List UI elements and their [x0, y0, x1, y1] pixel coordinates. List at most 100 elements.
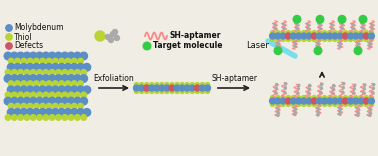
Circle shape	[312, 31, 316, 35]
Circle shape	[144, 89, 149, 93]
Circle shape	[357, 42, 359, 44]
Circle shape	[371, 24, 373, 26]
Circle shape	[34, 81, 39, 86]
Circle shape	[6, 34, 12, 40]
Circle shape	[83, 63, 91, 71]
Circle shape	[359, 15, 367, 23]
Circle shape	[354, 47, 362, 54]
Circle shape	[322, 31, 327, 35]
Circle shape	[154, 85, 160, 91]
Circle shape	[21, 81, 26, 86]
Text: Exfoliation: Exfoliation	[94, 74, 134, 83]
Circle shape	[26, 86, 34, 94]
Circle shape	[65, 103, 71, 109]
Circle shape	[363, 92, 365, 94]
Circle shape	[205, 89, 210, 93]
Circle shape	[40, 58, 45, 64]
Circle shape	[369, 96, 373, 100]
Circle shape	[294, 111, 296, 113]
Circle shape	[55, 75, 62, 82]
Circle shape	[43, 115, 49, 120]
Circle shape	[6, 25, 12, 31]
Circle shape	[363, 87, 365, 90]
Circle shape	[36, 97, 43, 105]
Circle shape	[14, 109, 21, 116]
Circle shape	[333, 102, 337, 106]
Circle shape	[139, 89, 144, 93]
Circle shape	[280, 98, 286, 104]
Circle shape	[34, 103, 39, 109]
Circle shape	[205, 83, 210, 87]
Circle shape	[285, 98, 291, 104]
Circle shape	[70, 63, 78, 71]
Circle shape	[65, 58, 71, 64]
Circle shape	[353, 33, 359, 39]
Circle shape	[23, 97, 31, 105]
Circle shape	[46, 81, 52, 86]
Circle shape	[190, 89, 194, 93]
Circle shape	[311, 98, 317, 104]
Circle shape	[18, 115, 23, 120]
Circle shape	[64, 109, 72, 116]
Circle shape	[134, 89, 139, 93]
Circle shape	[332, 33, 338, 39]
Circle shape	[275, 33, 281, 39]
Circle shape	[155, 83, 159, 87]
Circle shape	[317, 96, 322, 100]
Circle shape	[317, 42, 319, 44]
Circle shape	[296, 96, 301, 100]
Circle shape	[20, 109, 28, 116]
Circle shape	[306, 33, 312, 39]
Circle shape	[108, 37, 113, 42]
Circle shape	[281, 96, 285, 100]
Circle shape	[23, 52, 31, 60]
Circle shape	[317, 31, 322, 35]
Circle shape	[11, 115, 17, 120]
Circle shape	[357, 108, 359, 110]
Circle shape	[341, 27, 343, 29]
Circle shape	[353, 31, 358, 35]
Circle shape	[362, 27, 364, 29]
Circle shape	[296, 33, 302, 39]
Circle shape	[353, 37, 358, 41]
Circle shape	[6, 43, 12, 49]
Circle shape	[80, 97, 87, 105]
Circle shape	[359, 31, 363, 35]
Circle shape	[33, 63, 40, 71]
Text: Molybdenum: Molybdenum	[14, 24, 64, 32]
Circle shape	[342, 33, 349, 39]
Circle shape	[307, 92, 310, 94]
Circle shape	[45, 63, 53, 71]
Circle shape	[275, 98, 281, 104]
Circle shape	[283, 27, 285, 29]
Circle shape	[317, 45, 319, 47]
Circle shape	[48, 52, 56, 60]
Circle shape	[339, 42, 341, 44]
Circle shape	[317, 111, 319, 113]
Circle shape	[21, 58, 26, 64]
Circle shape	[5, 92, 11, 98]
Circle shape	[160, 83, 164, 87]
Circle shape	[134, 83, 139, 87]
Circle shape	[11, 97, 18, 105]
Circle shape	[333, 96, 337, 100]
Circle shape	[371, 27, 373, 29]
Circle shape	[71, 58, 77, 64]
Circle shape	[317, 107, 319, 110]
Circle shape	[180, 89, 184, 93]
Circle shape	[64, 63, 72, 71]
Circle shape	[297, 84, 300, 86]
Circle shape	[286, 31, 290, 35]
Circle shape	[359, 37, 363, 41]
Circle shape	[39, 63, 46, 71]
Circle shape	[58, 109, 65, 116]
Circle shape	[373, 84, 375, 86]
Circle shape	[14, 63, 21, 71]
Circle shape	[327, 98, 333, 104]
Circle shape	[353, 88, 355, 90]
Circle shape	[144, 85, 150, 91]
Circle shape	[322, 98, 328, 104]
Circle shape	[40, 103, 45, 109]
Circle shape	[113, 29, 118, 34]
Circle shape	[274, 27, 276, 29]
